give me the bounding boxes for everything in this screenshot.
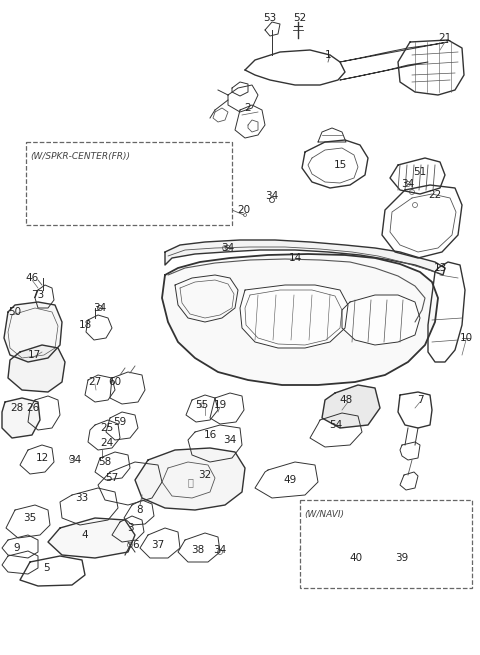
Polygon shape	[302, 140, 368, 188]
Polygon shape	[48, 518, 135, 558]
Polygon shape	[342, 295, 420, 345]
Text: 38: 38	[192, 545, 204, 555]
Text: 34: 34	[221, 243, 235, 253]
Text: (W/NAVI): (W/NAVI)	[304, 510, 344, 519]
Text: 34: 34	[94, 303, 107, 313]
Text: 60: 60	[108, 377, 121, 387]
Text: 57: 57	[106, 473, 119, 483]
Polygon shape	[135, 448, 245, 510]
Polygon shape	[358, 512, 418, 558]
Text: 26: 26	[26, 403, 40, 413]
Text: 20: 20	[238, 205, 251, 215]
Text: 50: 50	[9, 307, 22, 317]
Polygon shape	[2, 398, 40, 438]
Text: 53: 53	[264, 13, 276, 23]
Text: 17: 17	[27, 350, 41, 360]
Text: 28: 28	[11, 403, 24, 413]
Text: 18: 18	[78, 320, 92, 330]
Polygon shape	[300, 520, 375, 560]
Text: 46: 46	[25, 273, 38, 283]
Text: 55: 55	[195, 400, 209, 410]
Text: 24: 24	[100, 438, 114, 448]
Text: 49: 49	[283, 475, 297, 485]
Text: 27: 27	[88, 377, 102, 387]
Text: 51: 51	[413, 167, 427, 177]
Text: 73: 73	[31, 290, 45, 300]
Text: 10: 10	[459, 333, 473, 343]
Text: 40: 40	[349, 553, 362, 563]
Text: 9: 9	[14, 543, 20, 553]
Text: 12: 12	[36, 453, 48, 463]
Polygon shape	[4, 302, 62, 362]
Text: 34: 34	[223, 435, 237, 445]
Polygon shape	[382, 185, 462, 258]
Text: 3: 3	[127, 523, 133, 533]
Polygon shape	[165, 240, 445, 275]
Text: 35: 35	[24, 513, 36, 523]
Text: 52: 52	[293, 13, 307, 23]
Text: 54: 54	[329, 420, 343, 430]
Text: 15: 15	[334, 160, 347, 170]
Text: 25: 25	[100, 423, 114, 433]
Polygon shape	[8, 345, 65, 392]
Text: 1: 1	[324, 50, 331, 60]
Text: 48: 48	[339, 395, 353, 405]
Polygon shape	[240, 285, 348, 348]
Text: 37: 37	[151, 540, 165, 550]
Text: 34: 34	[265, 191, 278, 201]
Text: 13: 13	[433, 263, 446, 273]
Polygon shape	[398, 40, 464, 95]
Text: 34: 34	[214, 545, 227, 555]
Text: 21: 21	[438, 33, 452, 43]
Text: 5: 5	[43, 563, 49, 573]
FancyBboxPatch shape	[300, 500, 472, 588]
Text: 16: 16	[204, 430, 216, 440]
Polygon shape	[162, 254, 438, 385]
Text: 39: 39	[396, 553, 408, 563]
Text: 59: 59	[113, 417, 127, 427]
Text: 4: 4	[82, 530, 88, 540]
Text: 19: 19	[214, 400, 227, 410]
Text: 34: 34	[68, 455, 82, 465]
Text: 8: 8	[137, 505, 144, 515]
Text: 6: 6	[132, 540, 139, 550]
Text: (W/SPKR-CENTER(FR)): (W/SPKR-CENTER(FR))	[30, 152, 130, 161]
Text: 14: 14	[288, 253, 301, 263]
Text: 7: 7	[417, 395, 423, 405]
Text: 32: 32	[198, 470, 212, 480]
Text: 58: 58	[98, 457, 112, 467]
Text: ⓐ: ⓐ	[187, 477, 193, 487]
Text: 20: 20	[82, 164, 94, 172]
Text: 22: 22	[428, 190, 442, 200]
Polygon shape	[390, 158, 445, 194]
Text: 2: 2	[245, 103, 252, 113]
Text: 33: 33	[75, 493, 89, 503]
Polygon shape	[322, 385, 380, 428]
FancyBboxPatch shape	[26, 142, 232, 225]
Text: 34: 34	[401, 179, 415, 189]
